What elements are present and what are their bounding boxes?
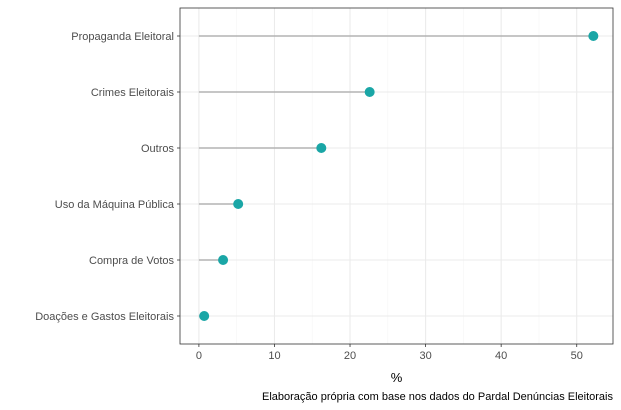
y-tick-label: Propaganda Eleitoral bbox=[71, 31, 174, 43]
x-axis-label: % bbox=[391, 370, 403, 385]
y-tick-label: Crimes Eleitorais bbox=[91, 87, 175, 99]
y-tick-label: Compra de Votos bbox=[89, 255, 174, 267]
data-point bbox=[233, 199, 244, 209]
grid bbox=[180, 8, 613, 344]
data-point bbox=[588, 31, 599, 41]
panel-border bbox=[179, 7, 614, 345]
y-tick-label: Uso da Máquina Pública bbox=[55, 199, 175, 211]
x-tick-label: 10 bbox=[268, 350, 280, 362]
stems bbox=[198, 35, 594, 317]
y-tick-label: Doações e Gastos Eleitorais bbox=[35, 311, 174, 323]
y-tick-labels: Propaganda Eleitoral Crimes Eleitorais Out… bbox=[35, 31, 180, 323]
x-tick-label: 20 bbox=[344, 350, 356, 362]
data-point bbox=[316, 143, 327, 153]
y-tick-label: Outros bbox=[141, 143, 175, 155]
x-tick-label: 40 bbox=[495, 350, 507, 362]
caption: Elaboração própria com base nos dados do… bbox=[262, 391, 613, 403]
data-point bbox=[364, 87, 375, 97]
data-point bbox=[218, 255, 229, 265]
x-tick-label: 0 bbox=[196, 350, 202, 362]
data-point bbox=[199, 311, 210, 321]
x-tick-label: 50 bbox=[571, 350, 583, 362]
points bbox=[199, 31, 599, 321]
x-tick-labels: 0 10 20 30 40 50 bbox=[196, 344, 583, 362]
x-tick-label: 30 bbox=[419, 350, 431, 362]
